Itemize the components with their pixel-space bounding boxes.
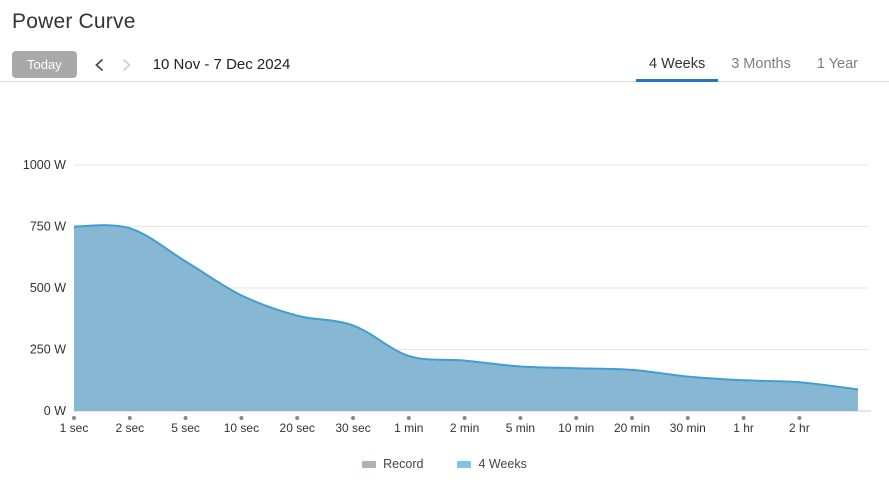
- toolbar: Today 10 Nov - 7 Dec 2024 4 Weeks 3 Mont…: [0, 34, 889, 82]
- prev-period-button[interactable]: [89, 54, 111, 76]
- x-tick-dot: [351, 416, 355, 420]
- legend-item-4-weeks: 4 Weeks: [457, 457, 527, 471]
- tab-3-months[interactable]: 3 Months: [731, 55, 791, 72]
- x-tick-dot: [127, 416, 132, 420]
- y-axis-label: 0 W: [44, 404, 66, 418]
- legend-label: Record: [383, 457, 424, 471]
- tab-4-weeks[interactable]: 4 Weeks: [636, 48, 719, 82]
- x-tick-dot: [741, 416, 746, 420]
- date-range: 10 Nov - 7 Dec 2024: [152, 56, 291, 73]
- x-tick-dot: [462, 416, 467, 420]
- x-tick-dot: [72, 416, 76, 420]
- x-axis-label: 20 min: [614, 421, 650, 435]
- x-axis-label: 2 sec: [115, 421, 144, 435]
- next-period-button[interactable]: [115, 54, 137, 76]
- chevron-left-icon: [94, 58, 103, 71]
- x-tick-dot: [574, 416, 579, 420]
- power-curve-chart[interactable]: 0 W 250 W 500 W 750 W 1000 W 1 sec 2 sec 5 sec 1…: [0, 91, 889, 446]
- legend-label: 4 Weeks: [478, 457, 527, 471]
- x-axis-label: 10 sec: [224, 421, 259, 435]
- x-axis-label: 10 min: [558, 421, 594, 435]
- x-axis-label: 5 sec: [171, 421, 200, 435]
- x-axis-label: 1 sec: [60, 421, 89, 435]
- x-tick-dot: [685, 416, 690, 420]
- power-curve-line: [73, 224, 859, 391]
- x-tick-dot: [295, 416, 300, 420]
- period-tabs: 4 Weeks 3 Months 1 Year: [636, 48, 871, 82]
- x-tick-dot: [797, 416, 802, 420]
- y-axis-label: 750 W: [30, 220, 66, 234]
- x-tick-dot: [406, 416, 411, 420]
- today-button[interactable]: Today: [12, 51, 77, 78]
- four-weeks-swatch-icon: [457, 460, 472, 468]
- x-axis-label: 30 sec: [335, 421, 370, 435]
- x-tick-dot: [239, 416, 244, 420]
- x-axis-label: 2 hr: [789, 421, 810, 435]
- page-title: Power Curve: [12, 10, 136, 33]
- x-tick-dot: [630, 416, 634, 420]
- x-axis-label: 5 min: [506, 421, 535, 435]
- y-axis-label: 1000 W: [23, 158, 66, 172]
- chevron-right-icon: [122, 58, 131, 71]
- x-tick-dot: [518, 416, 523, 420]
- x-tick-dot: [183, 416, 188, 420]
- record-swatch-icon: [362, 460, 377, 468]
- x-axis-label: 2 min: [450, 421, 479, 435]
- tab-1-year[interactable]: 1 Year: [816, 55, 858, 72]
- header: Power Curve: [0, 0, 889, 34]
- chart-area: 0 W 250 W 500 W 750 W 1000 W 1 sec 2 sec 5 sec 1…: [0, 91, 889, 471]
- x-axis-label: 20 sec: [280, 421, 315, 435]
- x-axis-label: 1 min: [394, 421, 423, 435]
- y-axis-label: 250 W: [30, 343, 66, 357]
- power-curve-area: [74, 225, 858, 411]
- legend-item-record: Record: [362, 457, 423, 471]
- chart-legend: Record 4 Weeks: [0, 457, 889, 471]
- x-axis-label: 1 hr: [733, 421, 754, 435]
- y-axis-label: 500 W: [30, 281, 66, 295]
- x-axis-label: 30 min: [670, 421, 706, 435]
